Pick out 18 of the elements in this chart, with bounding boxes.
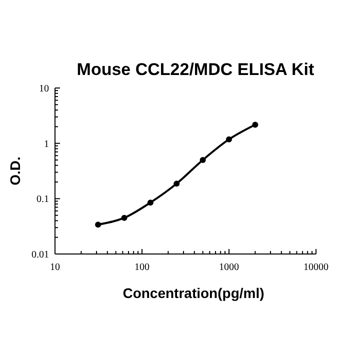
point (226, 136, 232, 142)
y-tick-label: 0.01 (32, 250, 49, 260)
point (252, 122, 258, 128)
point (200, 156, 206, 163)
point (121, 214, 128, 221)
y-tick-label: 0.1 (36, 194, 49, 206)
point (95, 222, 102, 228)
x-tick-label: 1000 (219, 262, 239, 273)
x-axis-title: Concentration(pg/ml) (122, 285, 264, 301)
y-tick-label: 1 (44, 138, 49, 150)
y-tick-label: 10 (39, 84, 49, 94)
y-axis-title: O.D. (7, 156, 23, 186)
point (174, 180, 180, 187)
chart-title: Mouse CCL22/MDC ELISA Kit (76, 60, 315, 79)
x-tick-label: 10000 (304, 262, 328, 273)
x-tick-label: 10 (50, 262, 60, 273)
point (147, 200, 154, 206)
x-tick-label: 100 (134, 262, 150, 273)
